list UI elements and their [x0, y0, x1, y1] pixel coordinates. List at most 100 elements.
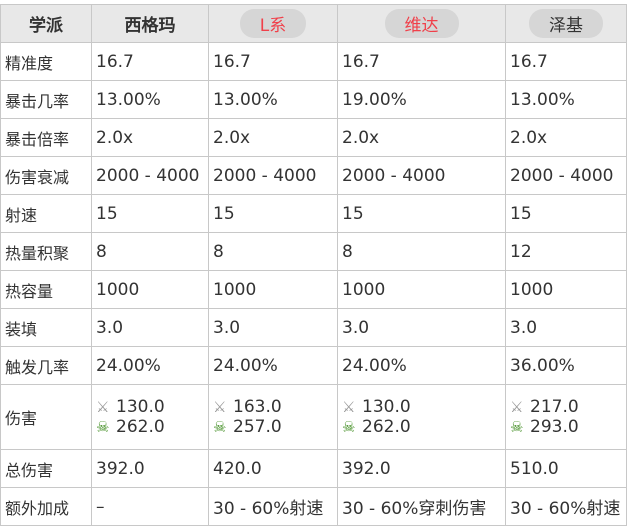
table-cell: 2.0x: [208, 118, 338, 157]
slash-damage-icon: ⚔: [342, 398, 356, 416]
table-cell: 15: [505, 194, 627, 233]
slash-value: 163.0: [233, 397, 282, 417]
table-cell: –: [91, 487, 209, 526]
table-row: 额外加成 –30 - 60%射速 30 - 60%穿刺伤害 30 - 60%射速: [0, 487, 627, 526]
toxin-damage-icon: ☠: [213, 418, 227, 436]
table-row: 暴击倍率 2.0x 2.0x 2.0x 2.0x: [0, 118, 627, 157]
table-cell: 13.00%: [208, 80, 338, 119]
table-cell: 3.0: [91, 308, 209, 347]
table-cell: 3.0: [208, 308, 338, 347]
table-cell: 1000: [91, 270, 209, 309]
table-cell: 16.7: [505, 42, 627, 81]
toxin-damage-icon: ☠: [342, 418, 356, 436]
table-cell: 1000: [208, 270, 338, 309]
table-row-damage: 伤害 ⚔ 130.0 ☠ 262.0 ⚔ 163.0 ☠ 257.0 ⚔ 130.0 ☠ 262.0 ⚔ 2…: [0, 384, 627, 450]
column-header: 学派: [0, 4, 92, 43]
table-row: 射速 15 15 15 15: [0, 194, 627, 233]
toxin-value: 262.0: [362, 417, 411, 437]
table-cell: 3.0: [337, 308, 506, 347]
row-label: 伤害: [0, 384, 92, 450]
row-label: 射速: [0, 194, 92, 233]
table-cell: 2.0x: [337, 118, 506, 157]
damage-cell: ⚔ 163.0 ☠ 257.0: [208, 384, 338, 450]
header-label[interactable]: 维达: [384, 9, 459, 38]
column-header: 泽基: [505, 4, 627, 43]
table-cell: 24.00%: [208, 346, 338, 385]
toxin-damage-icon: ☠: [510, 418, 524, 436]
damage-cell: ⚔ 130.0 ☠ 262.0: [91, 384, 209, 450]
table-cell: 392.0: [337, 449, 506, 488]
table-cell: 15: [337, 194, 506, 233]
table-cell: 13.00%: [505, 80, 627, 119]
table-cell: 36.00%: [505, 346, 627, 385]
table-row: 伤害衰减 2000 - 4000 2000 - 4000 2000 - 4000 200…: [0, 156, 627, 195]
toxin-value: 262.0: [116, 417, 165, 437]
row-label: 总伤害: [0, 449, 92, 488]
column-header: L系: [208, 4, 338, 43]
header-row: 学派 西格玛 L系 维达 泽基: [0, 4, 627, 43]
table-cell: 1000: [505, 270, 627, 309]
table-cell: 12: [505, 232, 627, 271]
header-label: 西格玛: [124, 16, 176, 36]
table-cell: 8: [337, 232, 506, 271]
slash-value: 130.0: [116, 397, 165, 417]
toxin-damage-icon: ☠: [96, 418, 110, 436]
table-row: 精准度 16.7 16.7 16.7 16.7: [0, 42, 627, 81]
table-cell: 15: [91, 194, 209, 233]
table-cell: 2000 - 4000: [91, 156, 209, 195]
row-label: 热容量: [0, 270, 92, 309]
table-row: 热量积聚 8 8 8 12: [0, 232, 627, 271]
table-cell: 30 - 60%穿刺伤害: [337, 487, 506, 526]
header-label: 学派: [29, 16, 63, 36]
row-label: 额外加成: [0, 487, 92, 526]
table-cell: 30 - 60%射速: [505, 487, 627, 526]
table-cell: 1000: [337, 270, 506, 309]
slash-damage-icon: ⚔: [96, 398, 110, 416]
slash-damage-icon: ⚔: [213, 398, 227, 416]
table-cell: 16.7: [208, 42, 338, 81]
table-cell: 3.0: [505, 308, 627, 347]
damage-cell: ⚔ 217.0 ☠ 293.0: [505, 384, 627, 450]
table-row: 暴击几率 13.00% 13.00% 19.00% 13.00%: [0, 80, 627, 119]
row-label: 伤害衰减: [0, 156, 92, 195]
toxin-value: 293.0: [530, 417, 579, 437]
table-cell: 392.0: [91, 449, 209, 488]
row-label: 暴击倍率: [0, 118, 92, 157]
slash-value: 130.0: [362, 397, 411, 417]
table-cell: 510.0: [505, 449, 627, 488]
table-cell: 13.00%: [91, 80, 209, 119]
row-label: 触发几率: [0, 346, 92, 385]
table-cell: 2000 - 4000: [208, 156, 338, 195]
table-row: 装填 3.0 3.0 3.0 3.0: [0, 308, 627, 347]
row-label: 精准度: [0, 42, 92, 81]
table-cell: 24.00%: [91, 346, 209, 385]
table-cell: 16.7: [337, 42, 506, 81]
column-header: 西格玛: [91, 4, 209, 43]
table-cell: 2000 - 4000: [505, 156, 627, 195]
damage-cell: ⚔ 130.0 ☠ 262.0: [337, 384, 506, 450]
header-label[interactable]: L系: [239, 9, 307, 38]
slash-damage-icon: ⚔: [510, 398, 524, 416]
table-cell: 16.7: [91, 42, 209, 81]
table-cell: 2000 - 4000: [337, 156, 506, 195]
weapon-comparison-table: 学派 西格玛 L系 维达 泽基 精准度 16.7 16.7 16.7 16.7 暴击几率 13.00…: [0, 4, 627, 526]
table-cell: 8: [208, 232, 338, 271]
table-cell: 2.0x: [91, 118, 209, 157]
table-row: 热容量 1000 1000 1000 1000: [0, 270, 627, 309]
table-row: 触发几率 24.00% 24.00% 24.00% 36.00%: [0, 346, 627, 385]
table-cell: 2.0x: [505, 118, 627, 157]
table-cell: 8: [91, 232, 209, 271]
slash-value: 217.0: [530, 397, 579, 417]
table-cell: 30 - 60%射速: [208, 487, 338, 526]
row-label: 装填: [0, 308, 92, 347]
table-cell: 15: [208, 194, 338, 233]
table-cell: 19.00%: [337, 80, 506, 119]
header-label[interactable]: 泽基: [529, 9, 603, 38]
row-label: 暴击几率: [0, 80, 92, 119]
table-cell: 420.0: [208, 449, 338, 488]
row-label: 热量积聚: [0, 232, 92, 271]
table-row: 总伤害 392.0 420.0 392.0 510.0: [0, 449, 627, 488]
column-header: 维达: [337, 4, 506, 43]
table-cell: 24.00%: [337, 346, 506, 385]
toxin-value: 257.0: [233, 417, 282, 437]
